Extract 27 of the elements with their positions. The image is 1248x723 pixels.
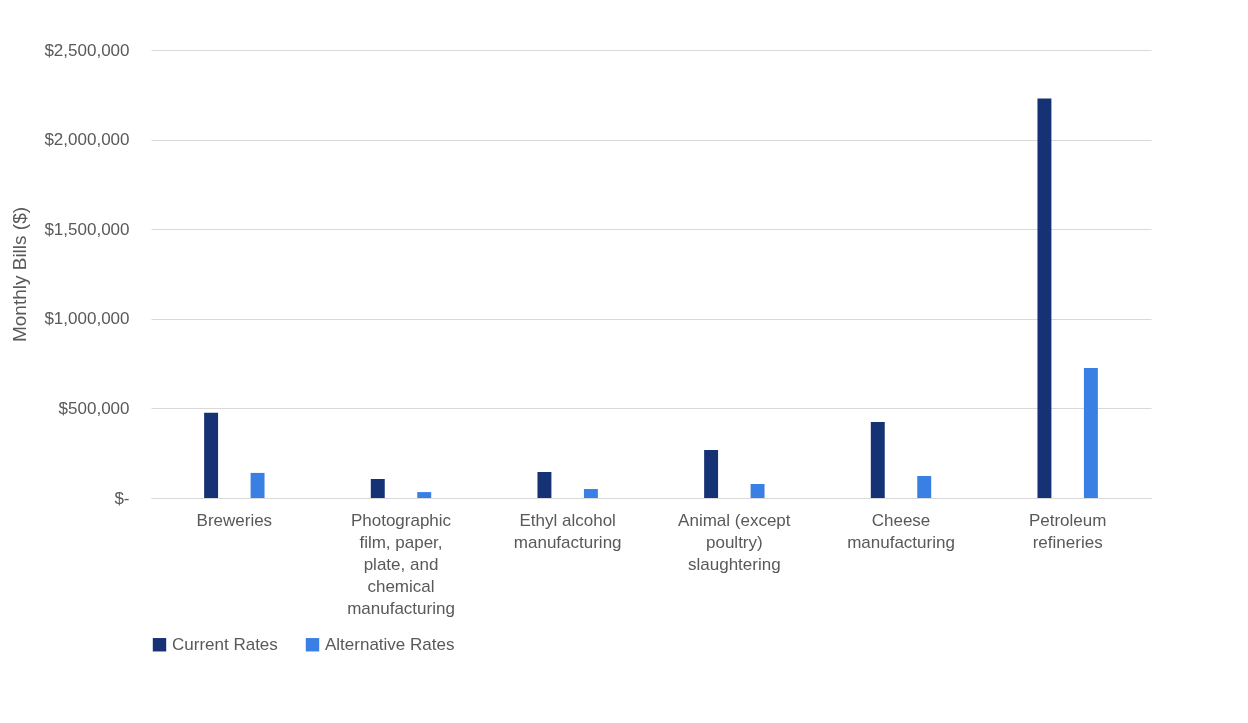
y-tick-label: $2,000,000 [44,130,130,150]
bar [370,479,385,498]
x-tick-label: Cheese manufacturing [847,510,955,552]
bar [1037,98,1052,498]
bar [537,472,552,498]
y-tick-label: $- [114,488,130,508]
y-tick-label: $2,500,000 [44,40,130,60]
y-tick-label: $1,000,000 [44,309,130,329]
x-tick-label: Breweries [196,510,273,530]
bar [917,475,932,498]
x-tick-label: Photographic film, paper, plate, and chemical manufacturing [347,510,455,618]
x-tick-label: Ethyl alcohol manufacturing [513,510,622,552]
bar [583,489,598,498]
bar [704,449,719,498]
bar [204,412,219,498]
bar [417,492,432,498]
bar [750,484,765,498]
y-axis-title: Monthly Bills ($) [9,206,31,343]
y-tick-label: $500,000 [58,398,130,418]
bar [1083,368,1098,498]
y-tick-label: $1,500,000 [44,219,130,239]
legend-label: Alternative Rates [325,634,455,654]
legend-label: Current Rates [172,634,278,654]
x-tick-label: Petroleum refineries [1028,510,1107,552]
bar [870,422,885,498]
bar [250,472,265,498]
x-tick-label: Animal (except poultry) slaughtering [678,510,791,574]
